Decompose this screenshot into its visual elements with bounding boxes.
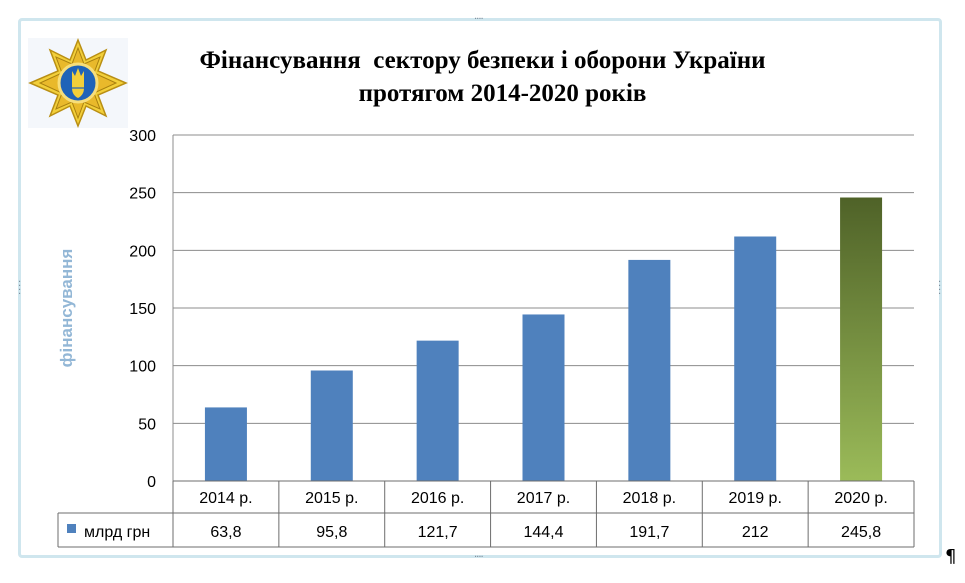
- chart-title-line-1: Фінансування сектору безпеки і оборони У…: [199, 47, 766, 74]
- x-tick-label: 2017 р.: [517, 490, 570, 507]
- data-label: 245,8: [841, 524, 881, 541]
- resize-handle-bottom[interactable]: ····: [474, 552, 484, 563]
- rnbo-emblem-icon: [28, 38, 128, 128]
- chart-title: Фінансування сектору безпеки і оборони У…: [130, 44, 835, 110]
- y-tick-label: 0: [147, 474, 156, 491]
- data-label: 212: [742, 524, 769, 541]
- y-tick-label: 50: [138, 416, 156, 433]
- data-label: 121,7: [418, 524, 458, 541]
- bar-2017: [522, 314, 565, 481]
- chart-frame: [18, 18, 942, 558]
- paragraph-mark: ¶: [945, 546, 957, 567]
- resize-handle-right[interactable]: · · · ·: [938, 277, 941, 300]
- bar-2018: [628, 259, 671, 481]
- y-tick-label: 250: [129, 186, 156, 203]
- x-tick-label: 2019 р.: [729, 490, 782, 507]
- x-tick-label: 2016 р.: [411, 490, 464, 507]
- bar-2014: [204, 407, 247, 481]
- data-label: 63,8: [210, 524, 241, 541]
- data-label: 95,8: [316, 524, 347, 541]
- x-tick-label: 2018 р.: [623, 490, 676, 507]
- x-tick-label: 2014 р.: [199, 490, 252, 507]
- y-tick-label: 200: [129, 243, 156, 260]
- data-label: 144,4: [523, 524, 563, 541]
- y-tick-label: 300: [129, 128, 156, 145]
- chart-title-line-2: протягом 2014-2020 років: [358, 80, 647, 107]
- x-tick-label: 2020 р.: [834, 490, 887, 507]
- legend-series-name: млрд грн: [84, 524, 150, 541]
- bar-2016: [416, 340, 459, 481]
- x-tick-label: 2015 р.: [305, 490, 358, 507]
- data-label: 191,7: [629, 524, 669, 541]
- bar-2020: [840, 197, 883, 481]
- bar-2019: [734, 236, 777, 481]
- bar-2015: [310, 370, 353, 481]
- y-tick-label: 100: [129, 359, 156, 376]
- resize-handle-top[interactable]: ····: [474, 14, 484, 25]
- legend-key: [67, 524, 76, 533]
- resize-handle-left[interactable]: · · · ·: [18, 277, 21, 300]
- y-tick-label: 150: [129, 301, 156, 318]
